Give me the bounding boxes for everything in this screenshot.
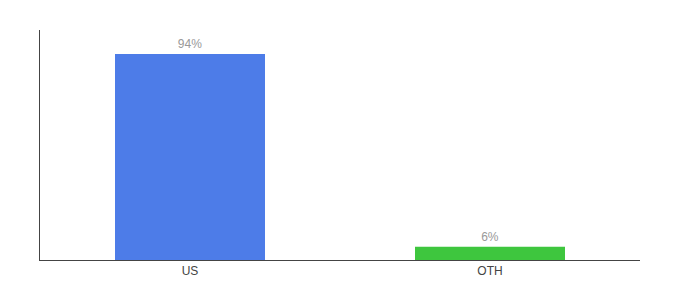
- svg-text:94%: 94%: [178, 37, 202, 51]
- svg-text:6%: 6%: [481, 230, 499, 244]
- svg-text:OTH: OTH: [477, 264, 502, 278]
- svg-text:US: US: [182, 264, 199, 278]
